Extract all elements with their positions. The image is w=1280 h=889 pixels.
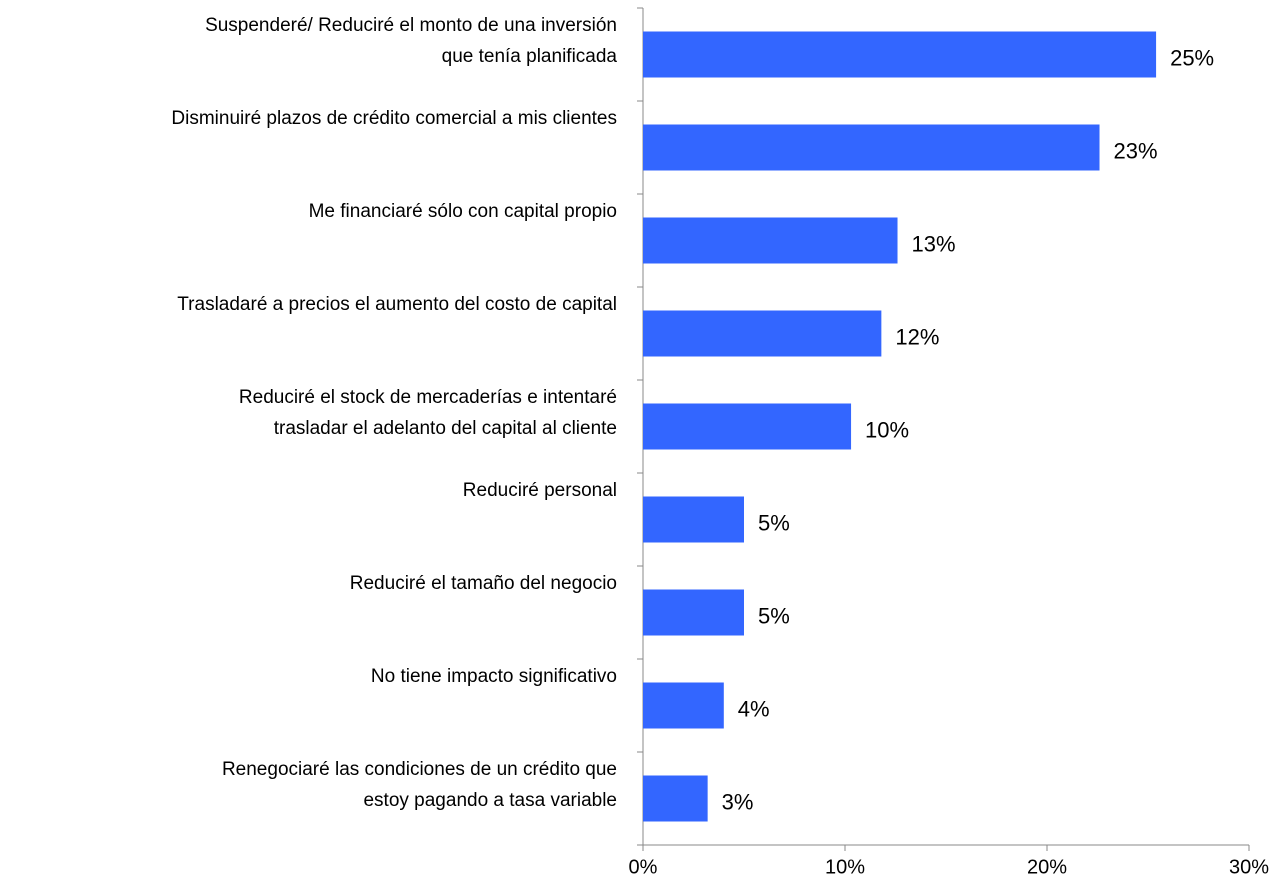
x-tick-label: 10%: [825, 856, 865, 878]
value-label: 5%: [758, 510, 790, 535]
category-label: Reduciré el stock de mercaderías e inten…: [238, 387, 617, 439]
bar: [643, 310, 882, 357]
x-tick-label: 30%: [1229, 856, 1269, 878]
value-label: 12%: [895, 324, 939, 349]
value-label: 13%: [912, 231, 956, 256]
category-label: Disminuiré plazos de crédito comercial a…: [171, 108, 617, 129]
x-tick-label: 0%: [629, 856, 658, 878]
category-label: Renegociaré las condiciones de un crédit…: [221, 759, 617, 811]
category-label: No tiene impacto significativo: [370, 666, 617, 687]
category-label: Suspenderé/ Reduciré el monto de una inv…: [205, 15, 617, 67]
bar: [643, 31, 1157, 78]
bar: [643, 496, 744, 543]
value-label: 5%: [758, 603, 790, 628]
value-label: 4%: [738, 696, 770, 721]
value-label: 10%: [865, 417, 909, 442]
bar: [643, 775, 708, 822]
x-tick-label: 20%: [1027, 856, 1067, 878]
category-label: Reduciré el tamaño del negocio: [349, 573, 617, 594]
value-label: 25%: [1170, 45, 1214, 70]
category-label: Reduciré personal: [462, 480, 617, 501]
category-label: Trasladaré a precios el aumento del cost…: [177, 294, 617, 315]
value-label: 3%: [722, 789, 754, 814]
value-label: 23%: [1114, 138, 1158, 163]
bar: [643, 124, 1100, 171]
bar: [643, 403, 852, 450]
bar: [643, 217, 898, 264]
bar: [643, 589, 744, 636]
bar: [643, 682, 724, 729]
category-label: Me financiaré sólo con capital propio: [308, 201, 617, 222]
